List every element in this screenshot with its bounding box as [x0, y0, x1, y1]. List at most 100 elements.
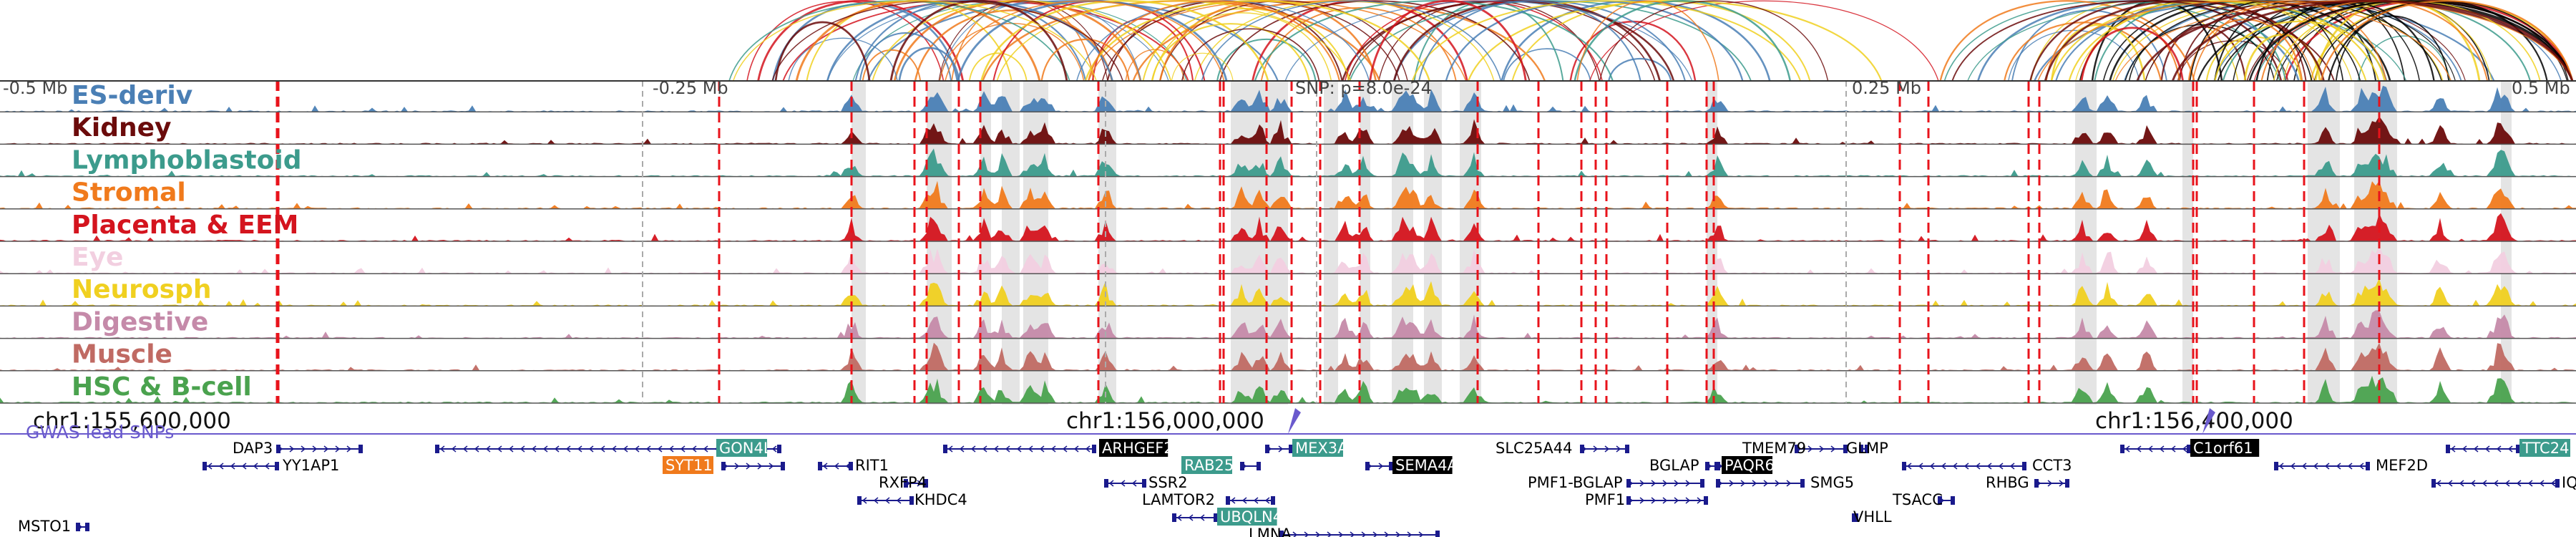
gene-ttc24: TTC24	[2446, 439, 2570, 457]
gene-exon	[1435, 531, 1440, 537]
strand-arrow	[2496, 445, 2502, 453]
strand-arrow	[1662, 497, 1668, 504]
gene-label-box	[2519, 439, 2570, 457]
strand-arrow	[2059, 480, 2064, 487]
strand-arrow	[542, 445, 548, 453]
strand-arrow	[474, 445, 479, 453]
strand-arrow	[623, 445, 628, 453]
gene-exon	[1172, 513, 1176, 522]
gene-label: SEMA4A	[1395, 457, 1458, 474]
strand-arrow	[2482, 480, 2487, 487]
strand-arrow	[2436, 480, 2441, 487]
gene-ssr2: SSR2	[1104, 474, 1188, 491]
interaction-arc	[945, 0, 1225, 82]
strand-arrow	[2147, 445, 2153, 453]
gene-exon	[1226, 496, 1230, 505]
distance-axis: -0.5 Mb -0.25 Mb 0.25 Mb 0.5 Mb SNP: p=8…	[0, 78, 2576, 98]
strand-arrow	[2493, 480, 2499, 487]
gene-label: TMEM79	[1742, 440, 1806, 457]
coordinate-label: chr1:156,400,000	[2095, 408, 2293, 434]
strand-arrow	[657, 445, 663, 453]
strand-arrow	[1062, 445, 1068, 453]
interaction-arc	[2214, 20, 2386, 82]
strand-arrow	[1775, 480, 1780, 487]
strand-arrow	[1073, 445, 1079, 453]
strand-arrow	[346, 445, 352, 453]
gene-tsacc: TSACC	[1892, 491, 1955, 508]
strand-arrow	[1028, 445, 1033, 453]
strand-arrow	[289, 445, 295, 453]
gene-sema4a: SEMA4A	[1365, 456, 1458, 474]
gene-exon	[275, 462, 279, 470]
strand-arrow	[917, 480, 922, 487]
gene-exon	[2366, 462, 2370, 470]
gene-label: YY1AP1	[282, 457, 339, 474]
strand-arrow	[771, 445, 777, 453]
strand-arrow	[600, 445, 605, 453]
snp-pvalue-label: SNP: p=8.0e-24	[1295, 78, 1432, 98]
interaction-arc	[1511, 0, 1811, 82]
strand-arrow	[822, 463, 828, 470]
strand-arrow	[1050, 445, 1056, 453]
gene-exon	[435, 445, 439, 453]
gene-exon	[1938, 496, 1942, 505]
strand-arrow	[2462, 445, 2467, 453]
gene-msto1: MSTO1	[18, 518, 89, 535]
interaction-arc	[757, 0, 965, 82]
strand-arrow	[2450, 445, 2456, 453]
strand-arrow	[323, 445, 329, 453]
gene-rab25: RAB25	[1181, 456, 1261, 474]
gene-exon	[849, 462, 853, 470]
gene-rxfp4: RXFP4	[879, 474, 928, 491]
gene-label: MSTO1	[18, 518, 71, 535]
gene-label: LAMTOR2	[1142, 491, 1215, 508]
gene-exon	[1271, 496, 1275, 505]
coordinate-label: chr1:155,600,000	[33, 408, 231, 434]
strand-arrow	[1830, 445, 1836, 453]
interaction-arc	[2011, 9, 2167, 82]
track-label: Lymphoblastoid	[72, 145, 302, 175]
strand-arrow	[2324, 463, 2330, 470]
interaction-arc	[996, 0, 1352, 82]
gene-exon	[1902, 462, 1906, 470]
signal-track-3	[0, 180, 2576, 209]
strand-arrow	[565, 445, 571, 453]
interaction-arc	[732, 0, 1097, 82]
signal-track-5	[0, 246, 2576, 274]
gene-exon	[2274, 462, 2278, 470]
gene-exon	[1951, 496, 1955, 505]
strand-arrow	[312, 445, 318, 453]
gene-exon	[1865, 445, 1869, 453]
gene-syt11: SYT11	[663, 456, 785, 474]
strand-arrow	[1786, 480, 1792, 487]
interaction-arcs	[728, 0, 2574, 82]
axis-tick-label: -0.5 Mb	[3, 78, 67, 98]
strand-arrow	[1918, 463, 1923, 470]
gene-exon	[1800, 479, 1805, 488]
interaction-arc	[1040, 38, 1130, 82]
gene-exon	[2034, 479, 2039, 488]
strand-arrow	[734, 463, 740, 470]
strand-arrow	[982, 445, 987, 453]
gene-paqr6: PAQR6	[1716, 456, 1775, 474]
highlight-band	[1424, 81, 1442, 405]
strand-arrow	[1199, 514, 1205, 521]
track-label: Kidney	[72, 113, 172, 142]
strand-arrow	[2459, 480, 2464, 487]
track-label: Stromal	[72, 178, 186, 208]
interaction-arc	[1201, 0, 1502, 82]
interaction-arc	[2320, 0, 2574, 82]
gene-gon4l: GON4L	[435, 439, 781, 457]
strand-arrow	[519, 445, 525, 453]
interaction-arc	[968, 52, 1028, 82]
strand-arrow	[1230, 497, 1236, 504]
strand-arrow	[1929, 463, 1935, 470]
interaction-arc	[1151, 12, 1332, 82]
gene-exon	[1365, 462, 1370, 470]
strand-arrow	[896, 497, 902, 504]
gene-label: RAB25	[1184, 457, 1234, 474]
gene-exon	[1265, 445, 1269, 453]
strand-arrow	[1639, 497, 1645, 504]
track-label: Placenta & EEM	[72, 211, 298, 240]
